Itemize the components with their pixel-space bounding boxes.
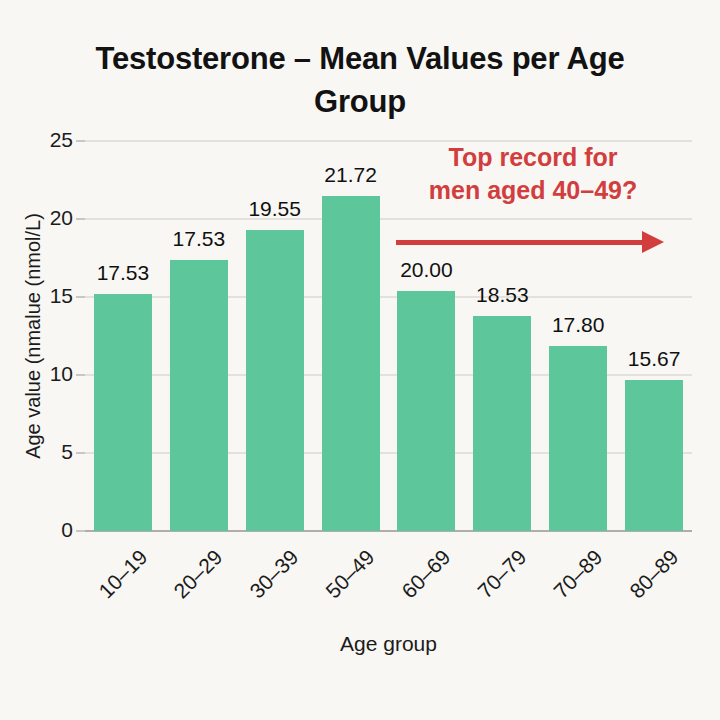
x-tick-label: 50–49 xyxy=(321,545,379,603)
y-tick-mark xyxy=(76,452,85,454)
y-tick-label: 25 xyxy=(33,128,73,152)
bar xyxy=(170,260,228,531)
bar-value-label: 17.53 xyxy=(173,227,226,251)
bar xyxy=(625,380,683,531)
bar-value-label: 17.80 xyxy=(552,313,605,337)
x-tick-label: 30–39 xyxy=(245,545,303,603)
bar xyxy=(549,346,607,531)
y-tick-mark xyxy=(76,218,85,220)
bar-slot: 17.8070–89 xyxy=(540,141,616,531)
x-tick-label: 70–79 xyxy=(473,545,531,603)
y-axis-label: Age value (nmalue (nmol/L) xyxy=(22,213,45,459)
y-tick-mark xyxy=(76,530,85,532)
x-tick-label: 80–89 xyxy=(625,545,683,603)
bar-slot: 18.5370–79 xyxy=(464,141,540,531)
bar-value-label: 17.53 xyxy=(97,261,150,285)
bar-value-label: 19.55 xyxy=(248,197,301,221)
bar-slot: 20.0060–69 xyxy=(389,141,465,531)
y-tick-mark xyxy=(76,140,85,142)
bar xyxy=(473,316,531,531)
bar-value-label: 15.67 xyxy=(628,347,681,371)
bar-slot: 21.7250–49 xyxy=(313,141,389,531)
bar xyxy=(397,291,455,531)
bar-value-label: 20.00 xyxy=(400,258,453,282)
plot-area: 051015202517.5310–1917.5320–2919.5530–39… xyxy=(85,141,692,531)
bar xyxy=(94,294,152,531)
x-axis-label: Age group xyxy=(85,632,692,656)
y-tick-mark xyxy=(76,374,85,376)
x-tick-label: 60–69 xyxy=(397,545,455,603)
bar-slot: 15.6780–89 xyxy=(616,141,692,531)
bar xyxy=(322,196,380,531)
x-tick-label: 70–89 xyxy=(549,545,607,603)
chart-canvas: Testosterone – Mean Values per Age Group… xyxy=(0,0,720,720)
x-tick-label: 20–29 xyxy=(170,545,228,603)
bar xyxy=(246,230,304,531)
bar-value-label: 18.53 xyxy=(476,283,529,307)
y-tick-label: 0 xyxy=(33,518,73,542)
bar-slot: 17.5320–29 xyxy=(161,141,237,531)
bar-slot: 19.5530–39 xyxy=(237,141,313,531)
bar-slot: 17.5310–19 xyxy=(85,141,161,531)
x-tick-label: 10–19 xyxy=(94,545,152,603)
y-tick-mark xyxy=(76,296,85,298)
chart-title: Testosterone – Mean Values per Age Group xyxy=(60,38,660,124)
bar-value-label: 21.72 xyxy=(324,163,377,187)
